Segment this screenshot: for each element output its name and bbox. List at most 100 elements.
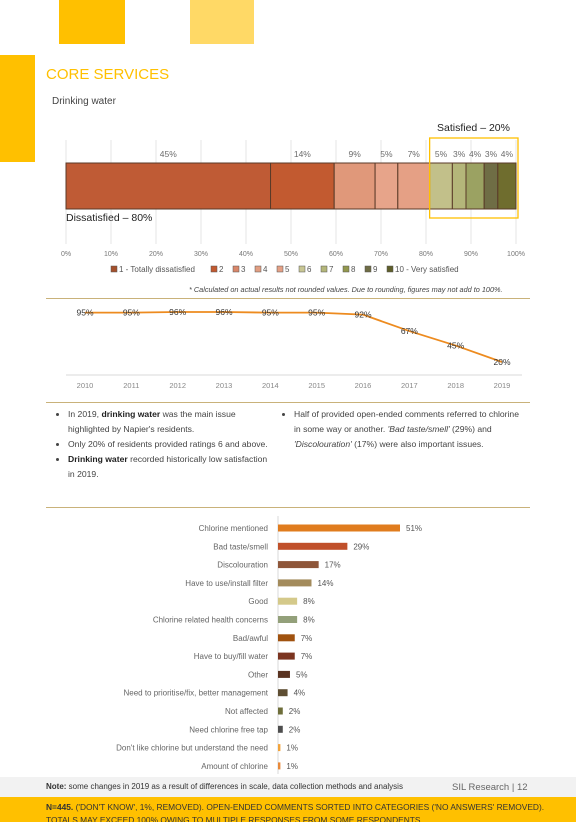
comment-bar <box>278 744 281 752</box>
footer-sample-note: N=445. ('DON'T KNOW', 1%, REMOVED). OPEN… <box>46 802 545 822</box>
legend-label: 8 <box>351 265 356 274</box>
stacked-bar-label: 45% <box>160 149 177 159</box>
x-tick-label: 2016 <box>355 381 372 390</box>
legend-swatch <box>110 265 118 273</box>
legend-swatch <box>342 265 350 273</box>
comment-bar-label: 17% <box>325 561 341 570</box>
comment-bar-label: 7% <box>301 652 313 661</box>
comments-bar-chart: Chlorine mentioned 51% Bad taste/smell 29% D… <box>116 516 422 774</box>
footer-note: Note: some changes in 2019 as a result o… <box>46 782 403 791</box>
legend-swatch <box>364 265 372 273</box>
page-subtitle: Drinking water <box>52 96 116 107</box>
divider-rule <box>46 402 530 403</box>
legend-swatch <box>210 265 218 273</box>
comment-bar <box>278 561 319 569</box>
bullet-item: Only 20% of residents provided ratings 6… <box>68 437 272 452</box>
legend-label: 6 <box>307 265 312 274</box>
stacked-bar-label: 4% <box>469 149 482 159</box>
x-tick-label: 2017 <box>401 381 418 390</box>
trend-data-label: 67% <box>401 326 418 336</box>
stacked-bar-segment <box>65 162 272 210</box>
stacked-bar-label: 4% <box>501 149 514 159</box>
x-tick-label: 2013 <box>216 381 233 390</box>
x-tick-label: 2018 <box>447 381 464 390</box>
x-tick-label: 2015 <box>308 381 325 390</box>
trend-data-label: 96% <box>215 307 232 317</box>
legend-swatch <box>320 265 328 273</box>
comment-bar-label: 7% <box>301 634 313 643</box>
x-tick-label: 2012 <box>169 381 186 390</box>
stacked-bar-segment <box>497 162 517 210</box>
trend-data-label: 45% <box>447 341 464 351</box>
legend-label: 9 <box>373 265 378 274</box>
category-label: Bad taste/smell <box>213 542 268 551</box>
category-label: Not affected <box>225 707 268 716</box>
dissatisfied-label: Dissatisfied – 80% <box>66 212 153 224</box>
stacked-bar-segment <box>397 162 431 210</box>
trend-data-label: 20% <box>493 357 510 367</box>
stacked-bar-segment <box>374 162 399 210</box>
comment-bar-label: 29% <box>353 542 369 551</box>
category-label: Discolouration <box>217 561 268 570</box>
comment-bar <box>278 689 288 697</box>
comment-bar <box>278 542 348 550</box>
stacked-bar-label: 5% <box>380 149 393 159</box>
satisfaction-stacked-chart: 45% 14% 9% 5% 7% 5% 3% 4% 3% 4%0% 10% 20% 30% 40% 50% 6… <box>61 137 525 274</box>
x-tick-label: 0% <box>61 251 71 258</box>
top-accent-block-left <box>59 0 125 44</box>
legend-label: 1 - Totally dissatisfied <box>119 265 195 274</box>
legend-label: 7 <box>329 265 334 274</box>
category-label: Need chlorine free tap <box>189 725 268 734</box>
stacked-bar-label: 3% <box>485 149 498 159</box>
category-label: Have to use/install filter <box>185 579 268 588</box>
bullets-left: In 2019, drinking water was the main iss… <box>52 407 272 482</box>
stacked-bar-segment <box>333 162 376 210</box>
x-tick-label: 2019 <box>494 381 511 390</box>
bullet-item: Drinking water recorded historically low… <box>68 452 272 482</box>
x-tick-label: 100% <box>507 251 525 258</box>
footer-brand: SIL Research | 12 <box>452 782 528 793</box>
comment-bar-label: 8% <box>303 616 315 625</box>
legend-label: 10 - Very satisfied <box>395 265 459 274</box>
stacked-bar-segment <box>270 162 335 210</box>
legend-label: 3 <box>241 265 246 274</box>
x-tick-label: 70% <box>374 251 388 258</box>
trend-data-label: 95% <box>262 308 279 318</box>
category-label: Amount of chlorine <box>201 762 268 771</box>
stacked-bar-segment <box>451 162 467 210</box>
comment-bar <box>278 725 283 733</box>
satisfied-label: Satisfied – 20% <box>437 122 510 134</box>
footer-accent-band <box>0 797 576 822</box>
comment-bar-label: 14% <box>317 579 333 588</box>
satisfied-highlight-box <box>428 137 519 219</box>
trend-data-label: 92% <box>354 310 371 320</box>
category-label: Need to prioritise/fix, better managemen… <box>123 689 268 698</box>
x-tick-label: 30% <box>194 251 208 258</box>
comment-bar <box>278 597 298 605</box>
x-tick-label: 40% <box>239 251 253 258</box>
trend-data-label: 95% <box>76 308 93 318</box>
stacked-bar-segment <box>465 162 485 210</box>
stacked-bar-segment <box>429 162 453 210</box>
category-label: Other <box>248 670 268 679</box>
x-tick-label: 60% <box>329 251 343 258</box>
rounding-note: * Calculated on actual results not round… <box>189 285 503 294</box>
x-tick-label: 50% <box>284 251 298 258</box>
section-title: CORE SERVICES <box>46 66 170 83</box>
legend-swatch <box>386 265 394 273</box>
category-label: Bad/awful <box>233 634 268 643</box>
comment-bar-label: 1% <box>286 762 298 771</box>
stacked-bar-segment <box>483 162 499 210</box>
comment-bar-label: 2% <box>289 725 301 734</box>
comment-bar-label: 5% <box>296 670 308 679</box>
trend-line-chart: 95% 95% 96% 96% 95% 95% 92% 67% 45% 20% 2010 2011 20… <box>66 307 522 390</box>
comment-bar-label: 4% <box>294 689 306 698</box>
category-label: Don't like chlorine but understand the n… <box>116 744 268 753</box>
comment-bar <box>278 707 283 715</box>
x-tick-label: 2010 <box>77 381 94 390</box>
stacked-bar-label: 5% <box>435 149 448 159</box>
x-tick-label: 2014 <box>262 381 279 390</box>
comment-bar-label: 2% <box>289 707 301 716</box>
legend-label: 2 <box>219 265 224 274</box>
divider-rule <box>46 298 530 299</box>
